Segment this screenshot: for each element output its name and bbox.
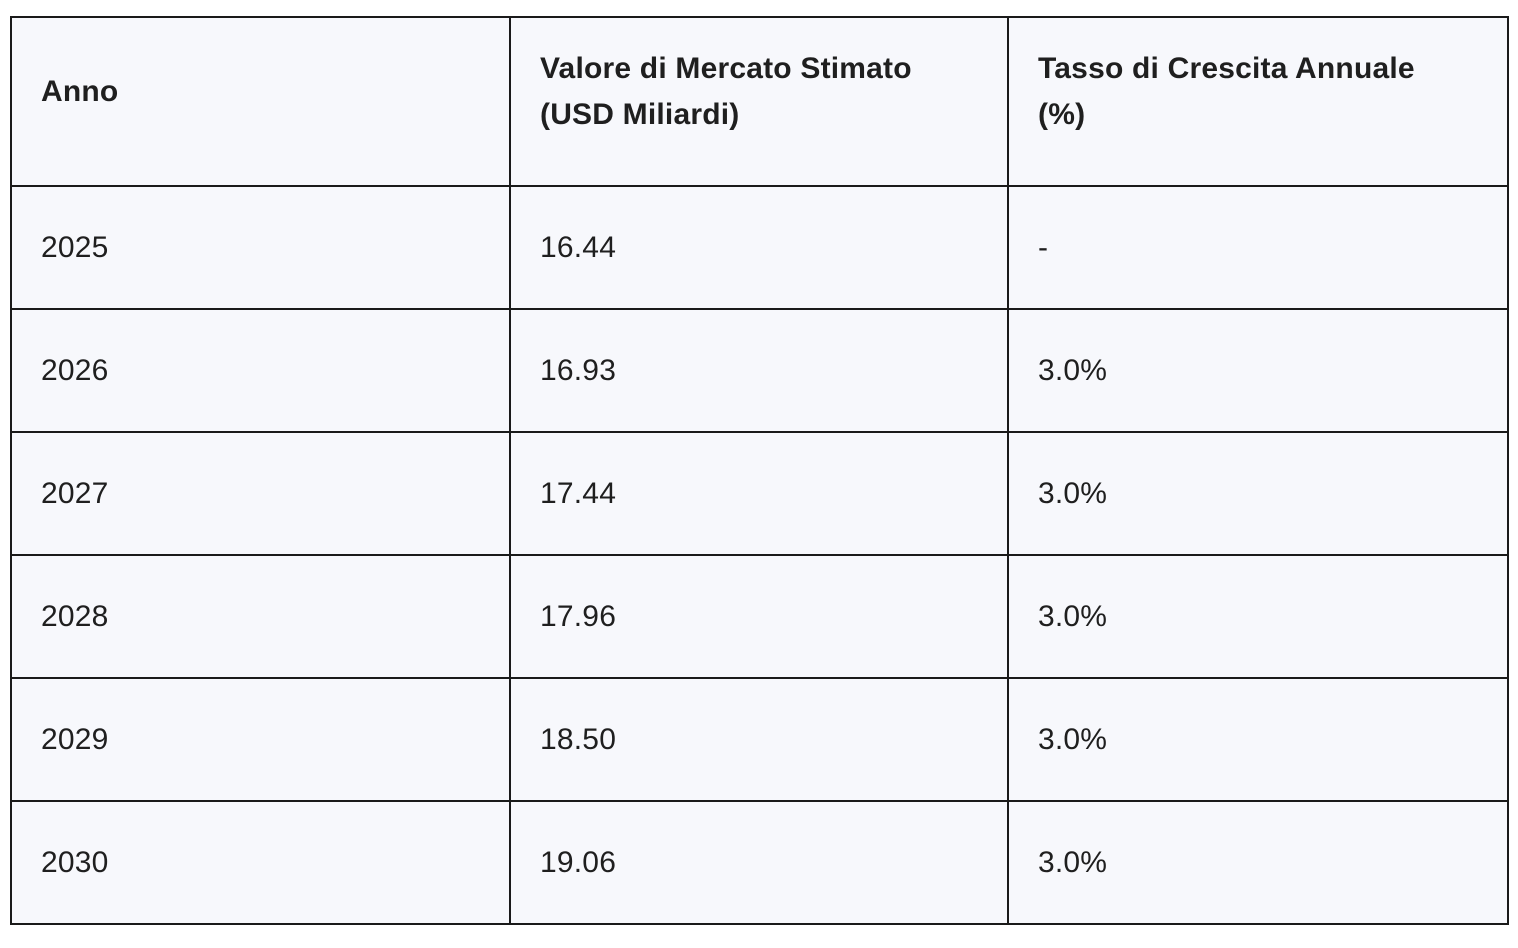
cell-tasso: 3.0% [1007,800,1509,925]
market-forecast-table: Anno Valore di Mercato Stimato (USD Mili… [10,16,1509,925]
table-row: 2027 17.44 3.0% [10,431,1509,556]
market-table-container: Anno Valore di Mercato Stimato (USD Mili… [10,16,1509,925]
header-valore-mercato: Valore di Mercato Stimato (USD Miliardi) [509,16,1009,187]
cell-anno: 2025 [10,185,511,310]
cell-tasso: 3.0% [1007,554,1509,679]
cell-anno: 2030 [10,800,511,925]
cell-valore: 17.44 [509,431,1009,556]
cell-valore: 16.44 [509,185,1009,310]
cell-tasso: 3.0% [1007,677,1509,802]
cell-valore: 18.50 [509,677,1009,802]
table-row: 2028 17.96 3.0% [10,554,1509,679]
header-tasso-crescita-label: Tasso di Crescita Annuale (%) [1038,51,1415,131]
table-row: 2026 16.93 3.0% [10,308,1509,433]
cell-anno: 2029 [10,677,511,802]
table-header-row: Anno Valore di Mercato Stimato (USD Mili… [10,16,1509,187]
cell-anno: 2026 [10,308,511,433]
cell-tasso: 3.0% [1007,431,1509,556]
header-anno: Anno [10,16,511,187]
cell-valore: 19.06 [509,800,1009,925]
table-row: 2030 19.06 3.0% [10,800,1509,925]
cell-valore: 17.96 [509,554,1009,679]
table-row: 2025 16.44 - [10,185,1509,310]
cell-anno: 2027 [10,431,511,556]
cell-tasso: - [1007,185,1509,310]
cell-tasso: 3.0% [1007,308,1509,433]
table-row: 2029 18.50 3.0% [10,677,1509,802]
cell-valore: 16.93 [509,308,1009,433]
header-valore-mercato-label: Valore di Mercato Stimato (USD Miliardi) [540,51,912,131]
header-tasso-crescita: Tasso di Crescita Annuale (%) [1007,16,1509,187]
header-anno-label: Anno [41,74,119,108]
cell-anno: 2028 [10,554,511,679]
